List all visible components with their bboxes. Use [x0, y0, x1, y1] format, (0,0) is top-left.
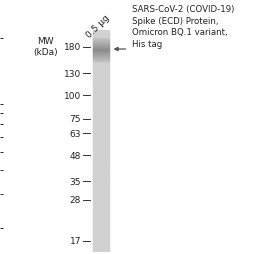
Text: 75: 75	[69, 115, 81, 124]
Text: 48: 48	[69, 151, 81, 160]
Text: 28: 28	[69, 196, 81, 204]
Text: 180: 180	[64, 43, 81, 52]
Text: MW
(kDa): MW (kDa)	[33, 37, 57, 57]
Text: 0.5 μg: 0.5 μg	[84, 13, 111, 40]
Text: 35: 35	[69, 177, 81, 186]
Text: 130: 130	[64, 70, 81, 79]
Text: 63: 63	[69, 129, 81, 138]
Text: 100: 100	[64, 91, 81, 100]
Text: 17: 17	[69, 236, 81, 245]
Text: SARS-CoV-2 (COVID-19)
Spike (ECD) Protein,
Omicron BQ.1 variant,
His tag: SARS-CoV-2 (COVID-19) Spike (ECD) Protei…	[131, 5, 233, 49]
